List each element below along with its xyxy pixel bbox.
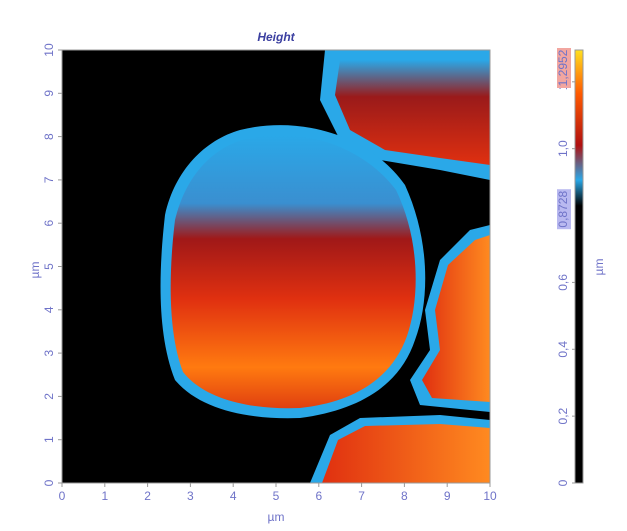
colorbar-tick-label: 1,0 — [556, 140, 570, 157]
y-tick-label: 10 — [42, 43, 56, 57]
colorbar-tick-label: 0 — [556, 479, 570, 486]
x-tick-label: 0 — [59, 489, 66, 503]
x-tick-label: 4 — [230, 489, 237, 503]
y-tick-label: 6 — [42, 220, 56, 227]
chart-title: Height — [257, 30, 295, 44]
x-tick-label: 9 — [444, 489, 451, 503]
y-tick-label: 4 — [42, 306, 56, 313]
y-tick-label: 3 — [42, 349, 56, 356]
colorbar-marker-label: 1,2952 — [556, 49, 570, 86]
x-axis-label: µm — [268, 510, 285, 524]
height-image — [62, 50, 490, 483]
x-tick-label: 10 — [483, 489, 497, 503]
x-tick-label: 8 — [401, 489, 408, 503]
x-tick-label: 1 — [101, 489, 108, 503]
colorbar-tick-label: 0,2 — [556, 407, 570, 424]
colorbar — [574, 49, 584, 484]
x-tick-label: 3 — [187, 489, 194, 503]
x-tick-label: 6 — [315, 489, 322, 503]
x-tick-label: 7 — [358, 489, 365, 503]
y-axis-label: µm — [28, 262, 42, 279]
colorbar-tick-label: 0,6 — [556, 274, 570, 291]
colorbar-tick-label: 0,4 — [556, 341, 570, 358]
colorbar-label: µm — [592, 259, 606, 276]
y-tick-label: 5 — [42, 263, 56, 270]
x-tick-label: 5 — [273, 489, 280, 503]
y-tick-label: 9 — [42, 90, 56, 97]
colorbar-marker-label: 0,8728 — [556, 191, 570, 228]
y-tick-label: 1 — [42, 436, 56, 443]
y-tick-label: 2 — [42, 393, 56, 400]
y-tick-label: 8 — [42, 133, 56, 140]
colorbar-marker-box — [557, 189, 571, 230]
y-tick-label: 7 — [42, 176, 56, 183]
x-tick-label: 2 — [144, 489, 151, 503]
y-tick-label: 0 — [42, 479, 56, 486]
colorbar-marker-box — [557, 48, 571, 88]
